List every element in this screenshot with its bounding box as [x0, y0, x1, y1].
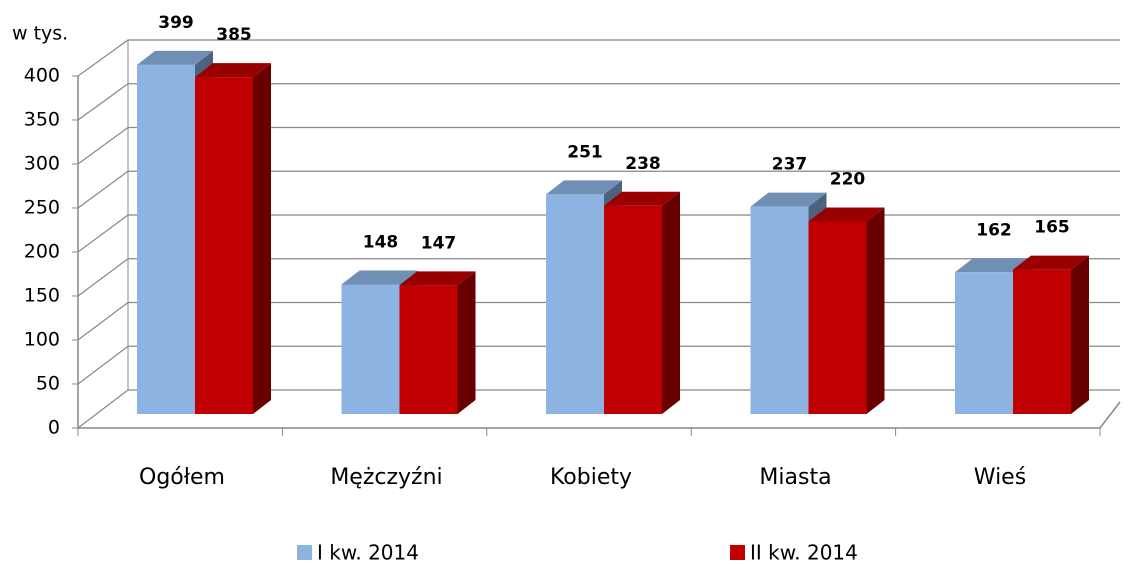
- x-tick-label: Mężczyźni: [330, 465, 442, 490]
- x-tick-label: Ogółem: [139, 465, 225, 490]
- bar: [604, 205, 662, 414]
- grid-line: [77, 83, 1120, 121]
- bar: [808, 221, 867, 414]
- x-tick-label: Miasta: [759, 465, 831, 490]
- y-tick-label: 400: [24, 65, 60, 87]
- y-tick-label: 0: [48, 417, 60, 439]
- y-tick-label: 300: [24, 153, 60, 175]
- bar: [955, 272, 1013, 414]
- legend-swatch: [297, 545, 312, 560]
- bar-side: [457, 271, 476, 414]
- data-label: 385: [216, 25, 252, 45]
- bar: [546, 194, 604, 414]
- y-tick-label: 50: [36, 373, 60, 395]
- bar: [137, 64, 195, 414]
- bar: [750, 206, 809, 414]
- bar: [195, 77, 253, 414]
- data-label: 237: [772, 155, 808, 175]
- bar-top: [604, 191, 680, 206]
- bar-top: [137, 50, 213, 65]
- bar: [1013, 269, 1071, 414]
- grid-line: [77, 39, 1120, 77]
- y-axis-label: w tys.: [12, 23, 68, 45]
- bar-top: [195, 63, 271, 78]
- bar-side: [1071, 255, 1089, 414]
- data-label: 399: [158, 13, 194, 33]
- grid-line: [77, 170, 1120, 209]
- data-label: 147: [421, 233, 457, 253]
- bar: [399, 285, 458, 414]
- bar-top: [955, 258, 1031, 273]
- legend-label: I kw. 2014: [317, 541, 419, 565]
- y-tick-label: 250: [24, 197, 60, 219]
- bar: [341, 284, 400, 414]
- grid-line: [77, 126, 1120, 165]
- bar-top: [750, 192, 827, 207]
- data-label: 165: [1034, 218, 1070, 238]
- x-tick-label: Wieś: [974, 465, 1026, 490]
- bar-side: [866, 207, 885, 414]
- bar-side: [253, 63, 271, 414]
- y-tick-label: 100: [24, 329, 60, 351]
- data-label: 148: [363, 233, 399, 253]
- legend-label: II kw. 2014: [750, 541, 858, 565]
- data-label: 238: [625, 154, 661, 174]
- data-label: 251: [567, 142, 603, 162]
- y-tick-label: 350: [24, 109, 60, 131]
- data-label: 220: [830, 170, 866, 190]
- y-tick-label: 200: [24, 241, 60, 263]
- bar-top: [546, 180, 622, 195]
- bar-top: [808, 207, 885, 222]
- bar-top: [341, 270, 418, 285]
- x-tick-label: Kobiety: [550, 465, 632, 490]
- bar-top: [399, 271, 476, 286]
- bar-side: [662, 191, 680, 414]
- bar-top: [1013, 255, 1089, 270]
- data-label: 162: [976, 220, 1012, 240]
- y-tick-label: 150: [24, 285, 60, 307]
- legend-swatch: [730, 545, 745, 560]
